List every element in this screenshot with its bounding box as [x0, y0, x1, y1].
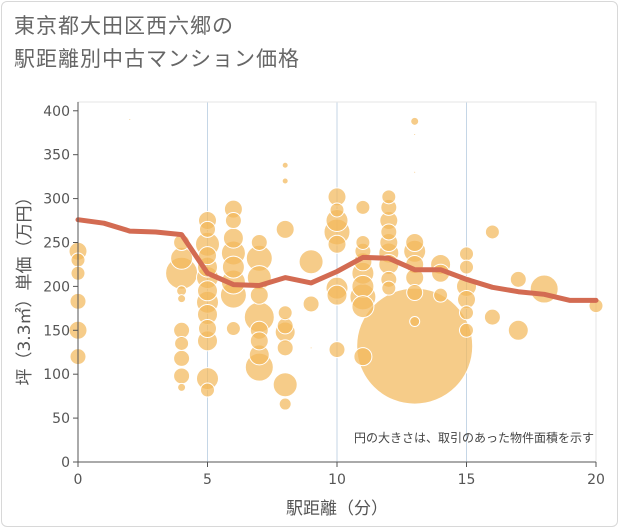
data-bubble: [410, 116, 420, 126]
data-bubble: [302, 295, 320, 313]
chart-title: 東京都大田区西六郷の 駅距離別中古マンション価格: [14, 10, 300, 76]
data-bubble: [276, 339, 294, 357]
data-bubble: [484, 224, 500, 240]
x-tick-label: 0: [74, 472, 83, 488]
data-bubble: [250, 233, 268, 251]
axes-layer: 0 50 100 150 200 250 300 350 400 0 5 10 15 20: [43, 102, 605, 488]
data-bubble: [309, 346, 313, 350]
data-bubble: [197, 280, 218, 302]
data-bubble: [173, 349, 191, 367]
data-bubble: [328, 341, 346, 359]
y-axis-label: 坪（3.3㎡）単価（万円）: [15, 188, 35, 385]
data-bubble: [128, 118, 132, 122]
trend-line-layer: [75, 217, 599, 303]
data-bubble: [351, 295, 375, 319]
x-tick-label: 15: [458, 472, 476, 488]
data-bubble: [173, 367, 191, 385]
data-bubble: [224, 212, 242, 230]
data-bubble: [173, 321, 191, 339]
data-bubble: [198, 319, 217, 339]
size-annotation: 円の大きさは、取引のあった物件面積を示す: [354, 430, 594, 445]
data-bubble: [351, 274, 375, 298]
data-bubble: [199, 220, 216, 238]
y-tick-label: 50: [52, 411, 70, 427]
data-bubble: [278, 397, 292, 411]
title-line-2: 駅距離別中古マンション価格: [14, 47, 300, 71]
y-tick-label: 300: [43, 192, 70, 208]
data-bubble: [281, 161, 289, 169]
data-bubble: [222, 227, 244, 249]
data-bubble: [275, 219, 295, 239]
data-bubble: [459, 259, 474, 275]
data-bubble: [405, 232, 425, 252]
data-bubble: [200, 382, 215, 398]
data-bubble: [249, 331, 269, 351]
data-bubble: [413, 132, 417, 136]
x-tick-label: 20: [587, 472, 605, 488]
data-bubble: [381, 189, 397, 205]
x-tick-label: 5: [203, 472, 212, 488]
y-tick-label: 350: [43, 148, 70, 164]
bubble-layer: [68, 116, 604, 411]
data-bubble: [298, 249, 324, 275]
data-bubble: [281, 177, 289, 185]
data-bubble: [459, 322, 474, 338]
data-bubble: [326, 284, 348, 306]
data-bubble: [177, 294, 187, 304]
data-bubble: [177, 382, 187, 392]
x-axis-label: 駅距離（分）: [286, 499, 388, 519]
data-bubble: [406, 284, 424, 302]
data-bubble: [355, 234, 371, 250]
x-tick-label: 10: [328, 472, 346, 488]
data-bubble: [507, 319, 529, 341]
data-bubble: [459, 246, 474, 262]
data-bubble: [277, 305, 293, 321]
y-tick-label: 400: [43, 104, 70, 120]
y-tick-label: 100: [43, 367, 70, 383]
data-bubble: [225, 321, 241, 337]
data-bubble: [483, 308, 501, 326]
data-bubble: [380, 223, 398, 241]
y-tick-label: 0: [61, 455, 70, 471]
data-bubble: [413, 170, 417, 174]
data-bubble: [174, 335, 190, 351]
data-bubble: [409, 316, 421, 328]
data-bubble: [459, 305, 474, 321]
data-bubble: [381, 280, 397, 296]
data-bubble: [433, 287, 449, 303]
y-tick-label: 200: [43, 279, 70, 295]
data-bubble: [355, 199, 371, 215]
y-tick-label: 250: [43, 235, 70, 251]
data-bubble: [329, 202, 345, 218]
data-bubble: [509, 270, 527, 288]
title-line-1: 東京都大田区西六郷の: [14, 14, 234, 38]
data-bubble: [353, 347, 373, 367]
data-bubble: [221, 255, 245, 279]
y-tick-label: 150: [43, 323, 70, 339]
data-bubble: [249, 285, 269, 305]
data-bubble: [327, 234, 347, 254]
data-bubble: [276, 317, 294, 335]
average-price-line: [75, 217, 599, 303]
data-bubble: [272, 372, 298, 398]
